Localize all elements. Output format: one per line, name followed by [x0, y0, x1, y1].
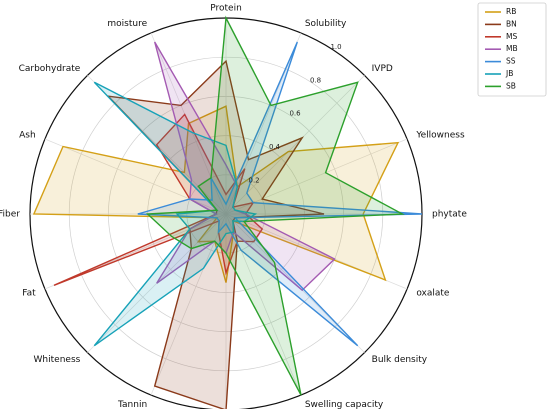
legend-label: MS	[506, 32, 517, 41]
axis-label: Whiteness	[34, 355, 81, 365]
legend-label: BN	[506, 19, 517, 28]
radial-tick-label: 0.2	[248, 177, 259, 185]
axis-labels: Protein Solubility IVPD Yellowness phytate ox…	[0, 4, 467, 409]
series-sb-polygon	[145, 15, 405, 396]
axis-label: Fat	[22, 288, 36, 298]
axis-label: Protein	[210, 4, 242, 14]
radar-spoke	[150, 213, 227, 396]
axis-label: Yellowness	[415, 131, 465, 141]
radar-spoke	[225, 138, 408, 215]
axis-label: Solubility	[305, 19, 347, 29]
radial-tick-label: 0.8	[310, 76, 321, 84]
axis-label: IVPD	[372, 64, 393, 74]
radar-spoke	[225, 75, 365, 215]
axis-label: Swelling capacity	[305, 400, 384, 409]
radar-series	[32, 15, 423, 409]
legend-label: RB	[506, 7, 516, 16]
legend-frame	[477, 2, 547, 97]
axis-label: moisture	[107, 19, 147, 29]
radar-spoke	[44, 138, 227, 215]
axis-label: Bulk density	[372, 355, 428, 365]
radial-tick-labels: 0.2 0.4 0.6 0.8 1.0	[248, 43, 341, 185]
legend: RB BN MS MB SS JB SB	[477, 2, 547, 97]
radial-tick-label: 1.0	[330, 43, 341, 51]
legend-label: JB	[505, 69, 513, 78]
series-ms-polygon	[53, 113, 264, 286]
series-rb-polygon	[32, 105, 400, 283]
axis-label: oxalate	[416, 288, 450, 298]
legend-label: SS	[506, 57, 516, 66]
legend-label: SB	[506, 81, 516, 90]
series-ss-polygon	[137, 41, 423, 347]
radial-tick-label: 0.6	[289, 110, 301, 118]
legend-label: MB	[506, 44, 518, 53]
series-jb-polygon	[93, 81, 258, 347]
axis-label: Fiber	[0, 210, 20, 220]
axis-label: Carbohydrate	[19, 64, 81, 74]
axis-label: Tannin	[117, 400, 147, 409]
radial-tick-label: 0.4	[269, 143, 281, 151]
axis-label: phytate	[432, 210, 467, 220]
axis-label: Ash	[19, 131, 36, 141]
radar-spoke	[225, 213, 302, 396]
